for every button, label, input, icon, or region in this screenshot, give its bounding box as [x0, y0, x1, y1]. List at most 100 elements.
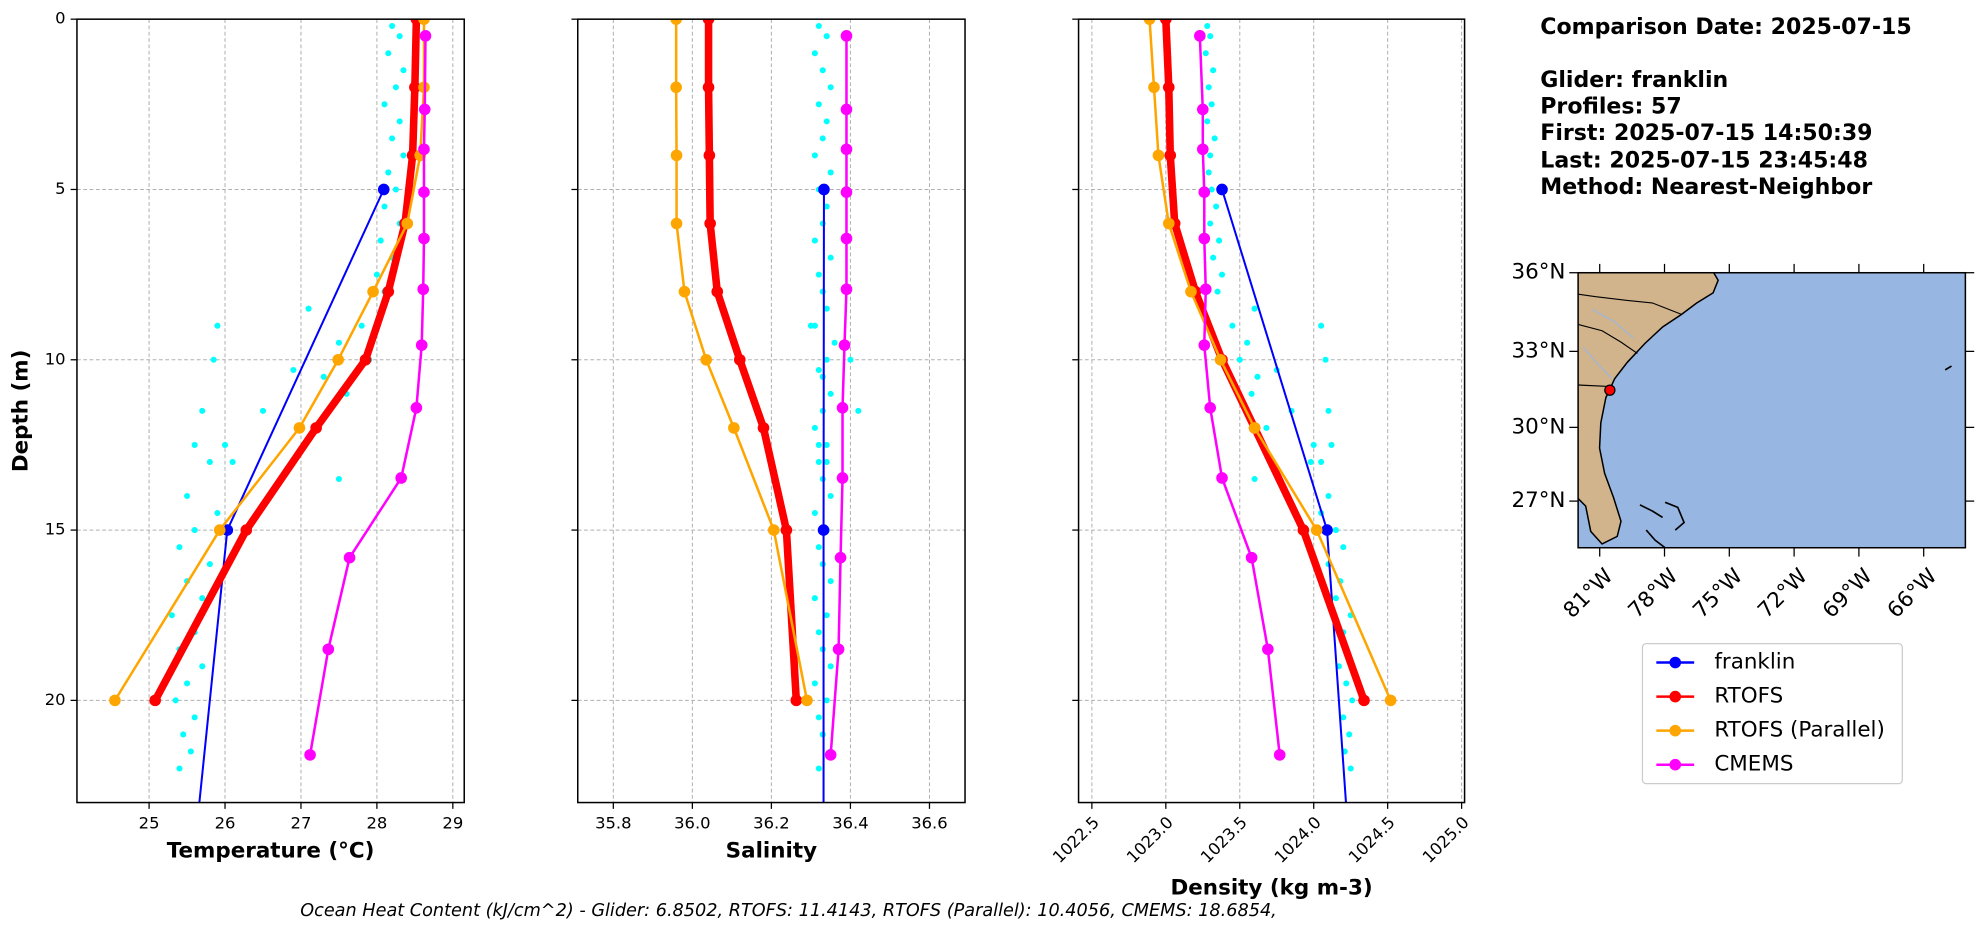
profile-marker [213, 524, 226, 536]
glider-point [819, 67, 826, 74]
glider-point [823, 33, 830, 40]
glider-point [1325, 407, 1332, 414]
profile-marker [395, 472, 408, 484]
axes-frame [577, 18, 966, 804]
profile-marker [1160, 19, 1172, 25]
profile-marker [1310, 524, 1323, 536]
info-line: Method: Nearest-Neighbor [1540, 175, 1872, 200]
glider-point [1347, 765, 1354, 772]
x-tick-label: 35.8 [595, 813, 631, 832]
profile-marker [1297, 524, 1310, 536]
glider-point [1248, 390, 1255, 397]
glider-point [1204, 22, 1211, 30]
profile-marker [409, 81, 421, 94]
land [1578, 272, 1719, 545]
map-y-tick-label: 27°N [1511, 488, 1565, 513]
glider-point [815, 765, 822, 772]
glider-point [199, 407, 206, 414]
glider-point [1213, 203, 1220, 210]
glider-point [184, 680, 191, 687]
profile-marker [343, 551, 356, 564]
glider-point [214, 322, 221, 329]
x-tick-label: 1024.0 [1271, 813, 1325, 867]
glider-point [1210, 254, 1217, 261]
profile-marker [149, 694, 161, 707]
glider-point [358, 322, 365, 329]
glider-point [191, 441, 198, 448]
glider-point [210, 356, 217, 363]
glider-point [172, 697, 179, 704]
profile-marker [670, 149, 683, 162]
profile-marker [1358, 694, 1370, 707]
map-x-tick-label: 66°W [1883, 564, 1943, 624]
glider-point [385, 50, 392, 57]
profile-marker [1143, 19, 1156, 25]
profile-marker [417, 283, 430, 296]
info-line: Comparison Date: 2025-07-15 [1540, 15, 1911, 40]
profile-marker [293, 422, 306, 434]
profile-marker [818, 865, 830, 877]
glider-point [815, 629, 822, 636]
glider-point [823, 441, 830, 448]
profile-marker [1216, 472, 1228, 484]
x-tick-label: 36.2 [753, 813, 789, 832]
axes-frame [1077, 18, 1466, 804]
glider-point [1202, 50, 1209, 57]
glider-point [811, 152, 818, 159]
glider-point [168, 612, 175, 619]
glider-point [199, 663, 206, 670]
glider-point [815, 22, 822, 30]
profile-marker [187, 865, 199, 877]
glider-point [827, 578, 834, 585]
plot-area: 25 26 27 28 29 0 5 10 15 20 Temperature (°C) Depth … [8, 9, 465, 877]
glider-point [206, 561, 213, 568]
profile-marker [240, 524, 253, 536]
info-line: Profiles: 57 [1540, 94, 1681, 119]
x-axis-label: Salinity [726, 839, 817, 864]
profile-marker [757, 422, 770, 434]
x-tick-label: 36.0 [674, 813, 710, 832]
profile-marker [1384, 694, 1397, 707]
profile-marker [832, 643, 845, 656]
glider-point [1244, 339, 1251, 346]
border [1578, 323, 1638, 354]
profile-marker [1248, 422, 1261, 434]
glider-point [400, 67, 407, 74]
glider-point [811, 680, 818, 687]
glider-point [381, 101, 388, 108]
map: 36°N 33°N 30°N 27°N 81°W 78°W 75°W 72°W 69°W 66°W [1511, 260, 1975, 624]
glider-point [807, 322, 814, 329]
island [1944, 365, 1952, 371]
glider-point [815, 544, 822, 551]
map-x-tick-label: 78°W [1624, 564, 1684, 624]
glider-point [819, 288, 826, 295]
profile-marker [382, 285, 395, 298]
glider-point [259, 407, 267, 414]
profile-marker [703, 149, 716, 162]
glider-point [823, 118, 830, 125]
profile-marker [1162, 217, 1175, 230]
glider-point [1208, 101, 1215, 108]
profile-marker [702, 19, 715, 25]
glider-point [1340, 714, 1347, 721]
profile-marker [711, 285, 724, 298]
glider-point [1322, 356, 1329, 363]
glider-point [819, 135, 826, 142]
river [1591, 308, 1635, 339]
glider-point [1346, 731, 1353, 738]
data-layer [670, 19, 862, 877]
glider-point [396, 118, 403, 125]
profile-marker [418, 143, 430, 156]
x-tick-label: 28 [366, 813, 387, 832]
glider-point [1205, 84, 1212, 91]
legend-swatch [1669, 656, 1682, 669]
glider-point [1218, 271, 1226, 278]
profile-marker [1164, 149, 1177, 162]
glider-point [827, 84, 834, 91]
map-x-tick-label: 75°W [1688, 564, 1748, 624]
glider-point [392, 186, 399, 193]
glider-point [855, 407, 862, 414]
profile-marker [1214, 353, 1227, 366]
x-tick-label: 36.6 [911, 813, 947, 832]
